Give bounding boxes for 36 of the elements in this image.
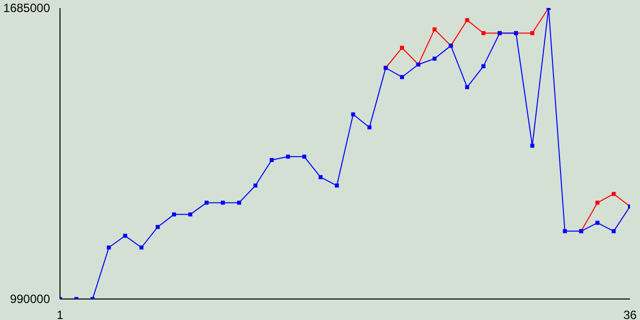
point bbox=[106, 246, 111, 250]
point bbox=[612, 229, 616, 234]
point bbox=[595, 220, 600, 225]
point bbox=[595, 200, 600, 205]
point bbox=[286, 154, 290, 159]
point bbox=[432, 56, 437, 61]
point bbox=[562, 229, 567, 234]
point bbox=[530, 144, 534, 148]
point bbox=[530, 31, 534, 36]
y-tick-label: 1685000 bbox=[3, 1, 50, 15]
point bbox=[465, 85, 470, 90]
y-tick-label: 990000 bbox=[10, 292, 50, 306]
point bbox=[612, 192, 616, 196]
point bbox=[188, 212, 192, 216]
point bbox=[302, 154, 306, 159]
point bbox=[400, 75, 404, 80]
point bbox=[400, 46, 404, 50]
point bbox=[139, 246, 144, 250]
point bbox=[481, 31, 486, 36]
point bbox=[253, 184, 258, 188]
point bbox=[334, 184, 339, 188]
point bbox=[318, 175, 323, 180]
point bbox=[432, 27, 437, 32]
point bbox=[465, 18, 470, 22]
point bbox=[237, 200, 242, 205]
point bbox=[220, 200, 225, 205]
x-tick-label: 1 bbox=[56, 308, 64, 320]
point bbox=[351, 112, 356, 116]
point bbox=[123, 234, 128, 238]
point bbox=[156, 224, 160, 229]
point bbox=[270, 158, 274, 162]
x-tick-label: 36 bbox=[623, 308, 637, 320]
point bbox=[172, 212, 176, 216]
point bbox=[481, 64, 486, 68]
point bbox=[367, 125, 372, 130]
point bbox=[204, 200, 209, 205]
